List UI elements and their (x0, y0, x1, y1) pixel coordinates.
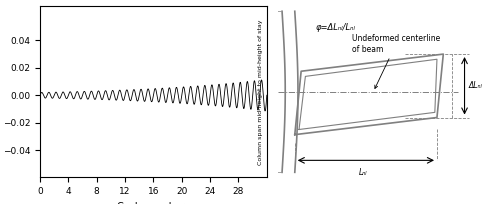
X-axis label: Cycle numbers: Cycle numbers (117, 202, 190, 204)
Text: φ=ΔLₙₗ/Lₙₗ: φ=ΔLₙₗ/Lₙₗ (316, 23, 356, 32)
Text: Lₙₗ: Lₙₗ (358, 168, 367, 177)
Text: Column span mid-height to mid-height of stay: Column span mid-height to mid-height of … (258, 19, 264, 165)
Text: Undeformed centerline
of beam: Undeformed centerline of beam (352, 34, 440, 89)
Text: ΔLₙₗ: ΔLₙₗ (469, 81, 482, 90)
